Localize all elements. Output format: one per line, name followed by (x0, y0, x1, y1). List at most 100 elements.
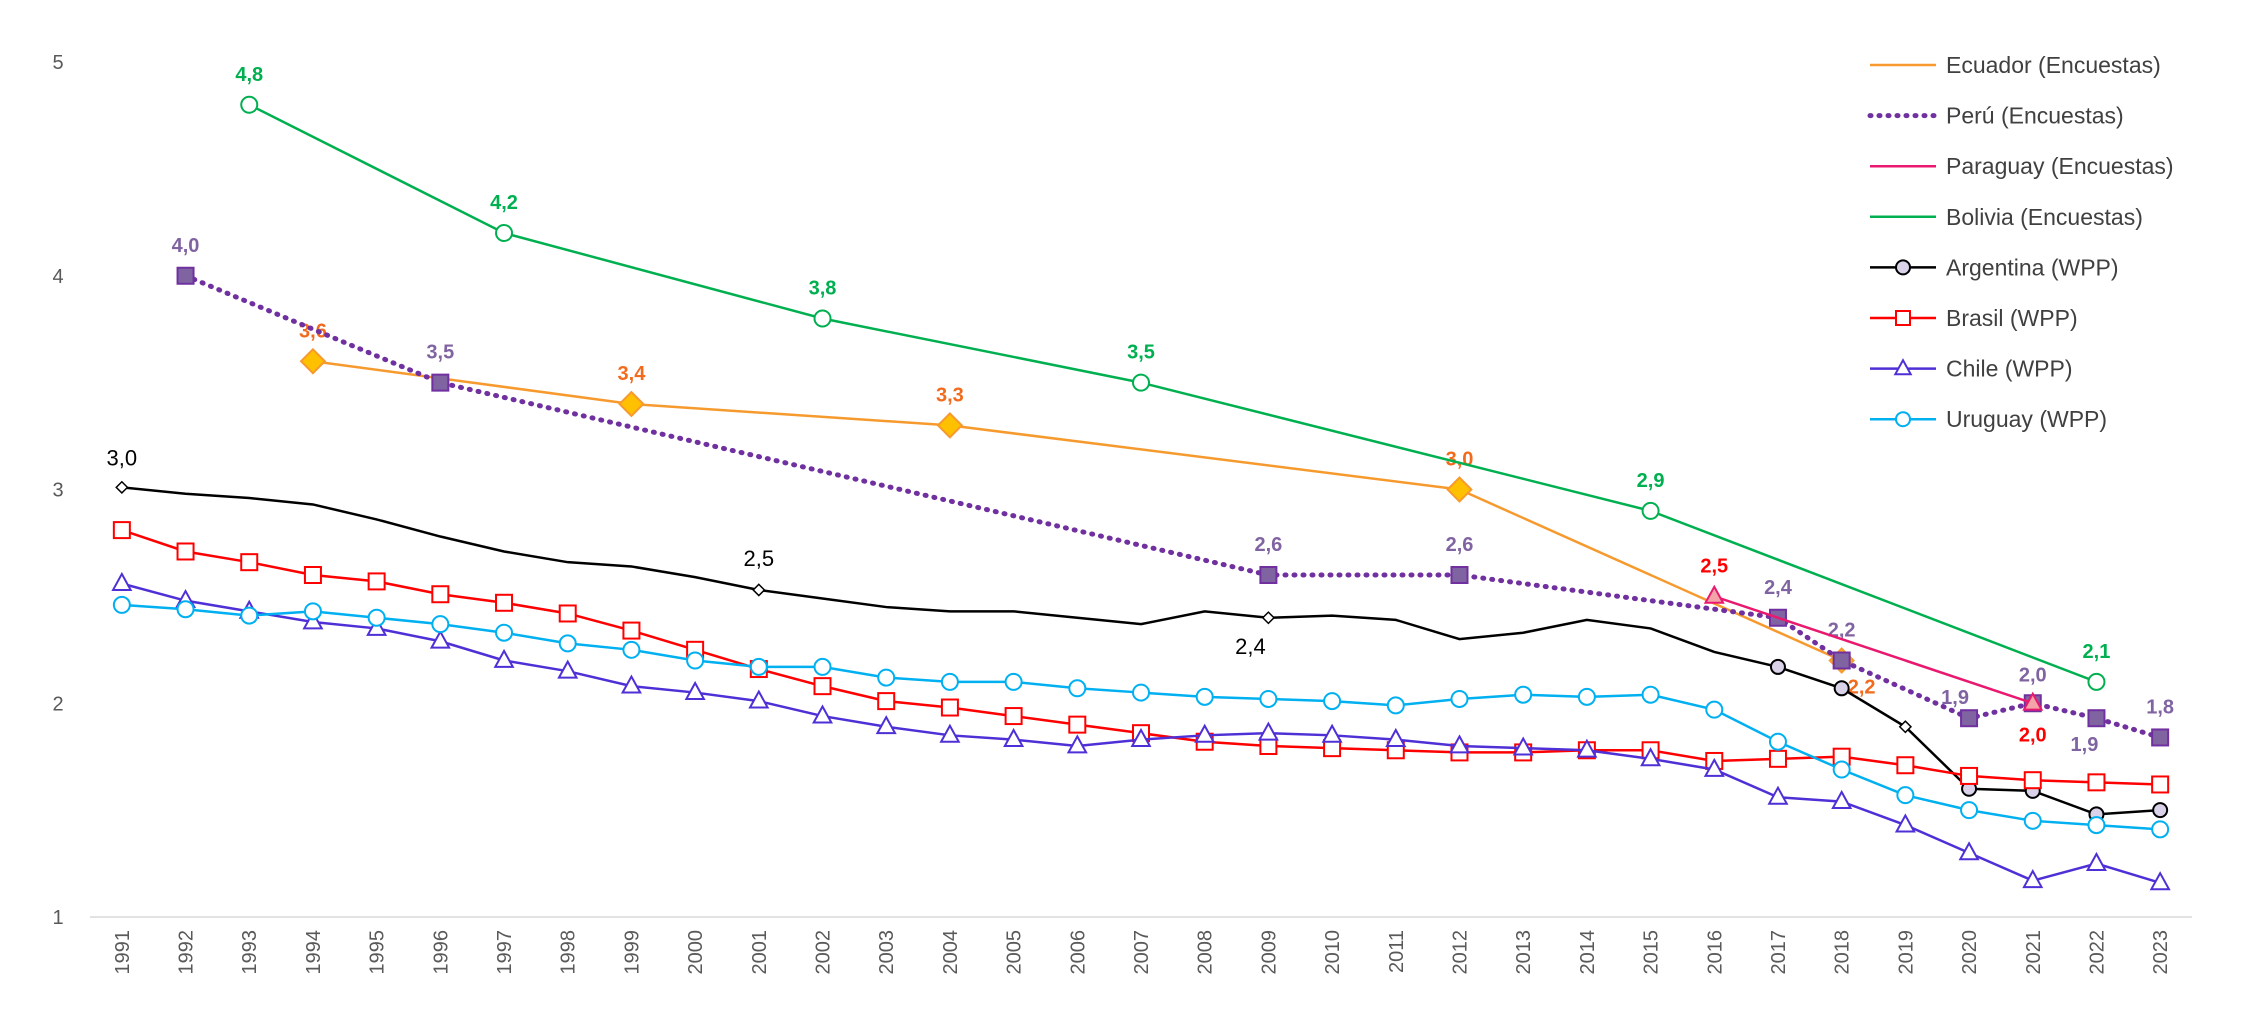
point-marker (1832, 760, 1851, 779)
point-marker (1257, 721, 1279, 741)
data-label: 2,5 (1700, 555, 1728, 577)
point-marker (749, 657, 768, 676)
point-marker (686, 651, 705, 670)
data-label: 2,5 (744, 546, 775, 571)
data-label: 1,9 (1941, 687, 1969, 709)
point-marker (1703, 757, 1725, 777)
point-marker (1323, 692, 1342, 711)
legend-label: Chile (WPP) (1946, 356, 2073, 382)
data-label: 2,4 (1764, 577, 1793, 599)
y-tick-label: 4 (52, 266, 63, 288)
point-marker (493, 648, 515, 668)
point-marker (1066, 734, 1088, 754)
x-tick-label: 1996 (430, 930, 452, 975)
point-marker (1705, 700, 1724, 719)
point-marker (939, 723, 961, 743)
point-marker (1321, 723, 1343, 743)
point-marker (1004, 672, 1023, 691)
point-marker (813, 309, 832, 328)
y-tick-label: 2 (52, 693, 63, 715)
point-marker (1385, 727, 1407, 747)
data-label: 2,0 (2019, 724, 2047, 746)
point-marker (2087, 773, 2106, 792)
point-marker (303, 602, 322, 621)
point-marker (2087, 709, 2106, 728)
x-tick-label: 2003 (876, 930, 898, 975)
point-marker (875, 715, 897, 735)
point-marker (1768, 749, 1787, 768)
point-marker (2087, 672, 2106, 691)
point-marker (557, 659, 579, 679)
data-label: 2,0 (2019, 664, 2047, 686)
point-marker (1259, 689, 1278, 708)
x-tick-label: 2021 (2023, 930, 2045, 975)
point-marker (1132, 683, 1150, 702)
point-marker (1130, 727, 1152, 747)
point-marker (1450, 566, 1469, 584)
x-tick-label: 2000 (685, 930, 707, 975)
x-tick-label: 2004 (940, 930, 962, 975)
point-marker (622, 640, 641, 659)
point-marker (2022, 691, 2044, 711)
point-marker (366, 616, 388, 636)
point-marker (2152, 802, 2169, 819)
point-marker (176, 266, 195, 285)
point-marker (1703, 584, 1725, 604)
point-marker (2151, 728, 2170, 747)
data-label: 3,5 (426, 342, 454, 364)
legend-label: Bolivia (Encuestas) (1946, 204, 2143, 230)
legend-marker (1893, 358, 1913, 376)
x-tick-label: 2012 (1449, 930, 1471, 975)
point-marker (303, 566, 322, 584)
point-marker (558, 604, 577, 623)
point-marker (748, 689, 770, 709)
point-marker (1769, 658, 1786, 675)
point-marker (1068, 715, 1087, 734)
data-label: 1,9 (2071, 734, 2099, 756)
x-tick-label: 2005 (1004, 930, 1026, 975)
point-marker (1960, 766, 1979, 785)
point-marker (1960, 709, 1979, 728)
x-tick-label: 2008 (1195, 930, 1217, 975)
point-marker (431, 615, 450, 634)
point-marker (240, 95, 259, 114)
point-marker (2151, 775, 2170, 794)
point-marker (1004, 707, 1023, 726)
point-marker (936, 412, 964, 439)
point-marker (111, 571, 133, 591)
x-tick-label: 2009 (1258, 930, 1280, 975)
x-tick-label: 2006 (1067, 930, 1089, 975)
point-marker (1768, 732, 1787, 751)
x-tick-label: 2023 (2150, 930, 2172, 975)
data-label: 3,0 (107, 445, 138, 470)
point-marker (1833, 680, 1850, 697)
point-marker (1195, 687, 1214, 706)
point-marker (940, 698, 959, 717)
data-label: 2,9 (1637, 470, 1665, 492)
point-marker (1386, 696, 1405, 715)
legend-label: Brasil (WPP) (1946, 305, 2078, 331)
data-label: 2,6 (1254, 534, 1282, 556)
point-marker (1261, 611, 1276, 625)
y-tick-label: 3 (52, 480, 63, 502)
x-tick-label: 2018 (1832, 930, 1854, 975)
point-marker (2023, 771, 2042, 790)
point-marker (558, 634, 577, 653)
point-marker (2023, 811, 2042, 830)
x-tick-label: 1999 (621, 930, 643, 975)
x-tick-label: 2022 (2086, 930, 2108, 975)
point-marker (1003, 727, 1025, 747)
point-marker (1641, 685, 1660, 704)
legend-marker (1895, 259, 1911, 276)
point-marker (1894, 813, 1916, 833)
x-tick-label: 1998 (558, 930, 580, 975)
x-tick-label: 2016 (1704, 930, 1726, 975)
legend-label: Uruguay (WPP) (1946, 406, 2107, 432)
point-marker (877, 692, 896, 711)
data-label: 2,6 (1446, 534, 1474, 556)
data-label: 3,3 (936, 384, 964, 406)
point-marker (302, 610, 324, 630)
data-label: 3,6 (299, 320, 327, 342)
point-marker (495, 623, 514, 642)
